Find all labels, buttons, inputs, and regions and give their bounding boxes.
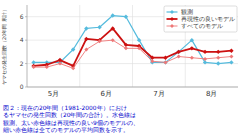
series [31,26,233,68]
caption-line: るヤマセの発生回数（20年間の合計）。水色線は [3,112,137,119]
point [98,39,102,43]
legend-marker [170,10,174,14]
x-tick-label: 8月 [206,90,217,98]
point [32,65,36,69]
point [111,38,115,42]
month-divider [79,5,80,87]
legend-label: すべてのモデル [181,23,223,30]
y-axis [27,5,28,87]
y-tick-label: 2 [20,60,24,67]
caption-line: 観測、太い赤色線は再現性の良い9個のモデルの、 [3,119,139,126]
point [163,60,167,64]
point [216,50,220,54]
legend-marker [170,24,174,28]
point [71,47,75,51]
point [137,46,141,50]
legend-marker [170,17,174,21]
series [31,13,233,65]
y-axis-label: ヤマセの発生回数（20年間 累計） [1,7,7,85]
chart: 0 2 4 6 5月 6月 7月 8月 ヤマセの発生回数（20年間 累計） 観測再現性の良いモデル… [0,0,243,135]
point [216,56,220,60]
point [190,38,194,42]
point [163,60,167,64]
point [177,55,181,59]
point [111,26,115,30]
series [32,38,234,70]
legend-label: 観測 [181,9,193,15]
legend-swatch [167,18,178,20]
point [97,38,101,42]
point [84,37,88,41]
point [84,48,88,52]
point [45,65,49,69]
point [190,46,194,50]
point [229,55,233,59]
point [229,60,233,64]
grid-line [27,87,238,88]
legend-label: 再現性の良いモデル [181,15,235,22]
point [203,50,207,54]
point [150,59,154,63]
caption-line: 図２：現在の20年間（1981-2000年）におけ [3,105,127,112]
series-line [34,40,232,68]
background [0,0,243,135]
point [176,50,180,54]
point [97,25,101,29]
x-tick-label: 5月 [48,90,59,98]
point [84,26,88,30]
x-tick-label: 6月 [100,90,111,98]
point [229,48,233,52]
x-tick-label: 7月 [153,90,164,98]
series-line [34,16,232,64]
caption: 図２：現在の20年間（1981-2000年）におけるヤマセの発生回数（20年間の… [2,105,139,134]
legend: 観測再現性の良いモデルすべてのモデル [164,6,237,32]
point [216,61,220,65]
point [150,60,154,64]
grid [25,5,238,87]
caption-line: 細い赤色線は全てのモデルの平均回数を示す。 [2,127,129,134]
point [124,46,128,50]
y-tick-label: 4 [20,36,24,43]
y-tick-label: 6 [20,13,24,20]
point [58,62,62,66]
plot-area [31,13,233,70]
point [71,66,75,70]
point [190,56,194,60]
series-line [34,28,232,65]
point [137,38,141,42]
y-tick-label: 0 [20,83,24,90]
point [111,13,115,17]
point [124,15,128,19]
point [163,56,167,60]
legend-frame [164,6,237,32]
x-axis [27,87,238,88]
point [31,64,35,68]
point [203,57,207,61]
